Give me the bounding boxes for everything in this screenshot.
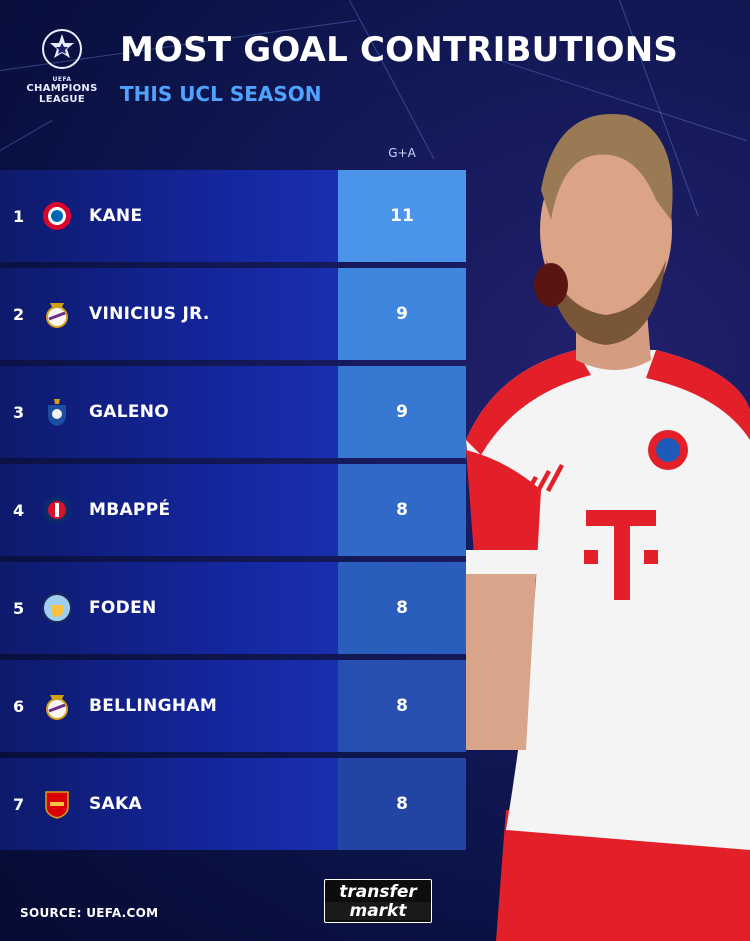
row-value: 8 (338, 758, 466, 850)
row-player-name: VINICIUS JR. (89, 304, 210, 324)
table-row: 4 MBAPPÉ 8 (0, 464, 466, 556)
row-value: 11 (338, 170, 466, 262)
row-value: 8 (338, 464, 466, 556)
row-player-cell: 1 KANE (0, 170, 338, 262)
transfermarkt-logo: transfer markt (324, 879, 432, 923)
brand-line2: markt (325, 902, 431, 920)
column-header-ga: G+A (388, 146, 416, 160)
row-rank: 1 (13, 206, 25, 226)
player-photo (466, 113, 750, 941)
real-madrid-crest-icon (46, 695, 68, 720)
porto-crest-icon (48, 399, 66, 426)
table-row: 1 KANE 11 (0, 170, 466, 262)
row-player-cell: 4 MBAPPÉ (0, 464, 338, 556)
row-rank: 5 (13, 598, 25, 618)
row-player-cell: 5 FODEN (0, 562, 338, 654)
man-city-crest-icon (42, 593, 72, 623)
row-player-name: SAKA (89, 794, 142, 814)
page-subtitle: THIS UCL SEASON (120, 82, 322, 106)
row-rank: 7 (13, 794, 25, 814)
table-row: 2 VINICIUS JR. 9 (0, 268, 466, 360)
row-player-name: FODEN (89, 598, 157, 618)
arsenal-crest-icon (45, 791, 69, 819)
psg-crest-icon (43, 496, 71, 524)
row-value: 8 (338, 660, 466, 752)
brand-line1: transfer (339, 882, 417, 902)
bayern-crest-icon (43, 202, 71, 230)
champions-league-logo: UEFA CHAMPIONS LEAGUE (14, 28, 110, 105)
row-player-name: GALENO (89, 402, 170, 422)
row-rank: 4 (13, 500, 25, 520)
row-rank: 3 (13, 402, 25, 422)
row-player-cell: 3 GALENO (0, 366, 338, 458)
page-title: MOST GOAL CONTRIBUTIONS (120, 30, 679, 70)
row-player-name: KANE (89, 206, 143, 226)
row-value: 9 (338, 268, 466, 360)
row-player-name: MBAPPÉ (89, 500, 171, 520)
row-player-cell: 6 BELLINGHAM (0, 660, 338, 752)
row-rank: 2 (13, 304, 25, 324)
row-rank: 6 (13, 696, 25, 716)
row-value: 9 (338, 366, 466, 458)
row-value: 8 (338, 562, 466, 654)
table-row: 7 SAKA 8 (0, 758, 466, 850)
source-credit: SOURCE: UEFA.COM (20, 906, 159, 920)
row-player-name: BELLINGHAM (89, 696, 218, 716)
background-line (349, 0, 435, 160)
real-madrid-crest-icon (46, 303, 68, 328)
row-player-cell: 2 VINICIUS JR. (0, 268, 338, 360)
logo-uefa-text: UEFA (52, 76, 72, 83)
row-player-cell: 7 SAKA (0, 758, 338, 850)
table-row: 5 FODEN 8 (0, 562, 466, 654)
logo-line1: CHAMPIONS (26, 83, 98, 94)
starball-icon (42, 29, 82, 69)
table-row: 3 GALENO 9 (0, 366, 466, 458)
logo-line2: LEAGUE (39, 94, 85, 105)
background-line (0, 120, 53, 151)
table-row: 6 BELLINGHAM 8 (0, 660, 466, 752)
